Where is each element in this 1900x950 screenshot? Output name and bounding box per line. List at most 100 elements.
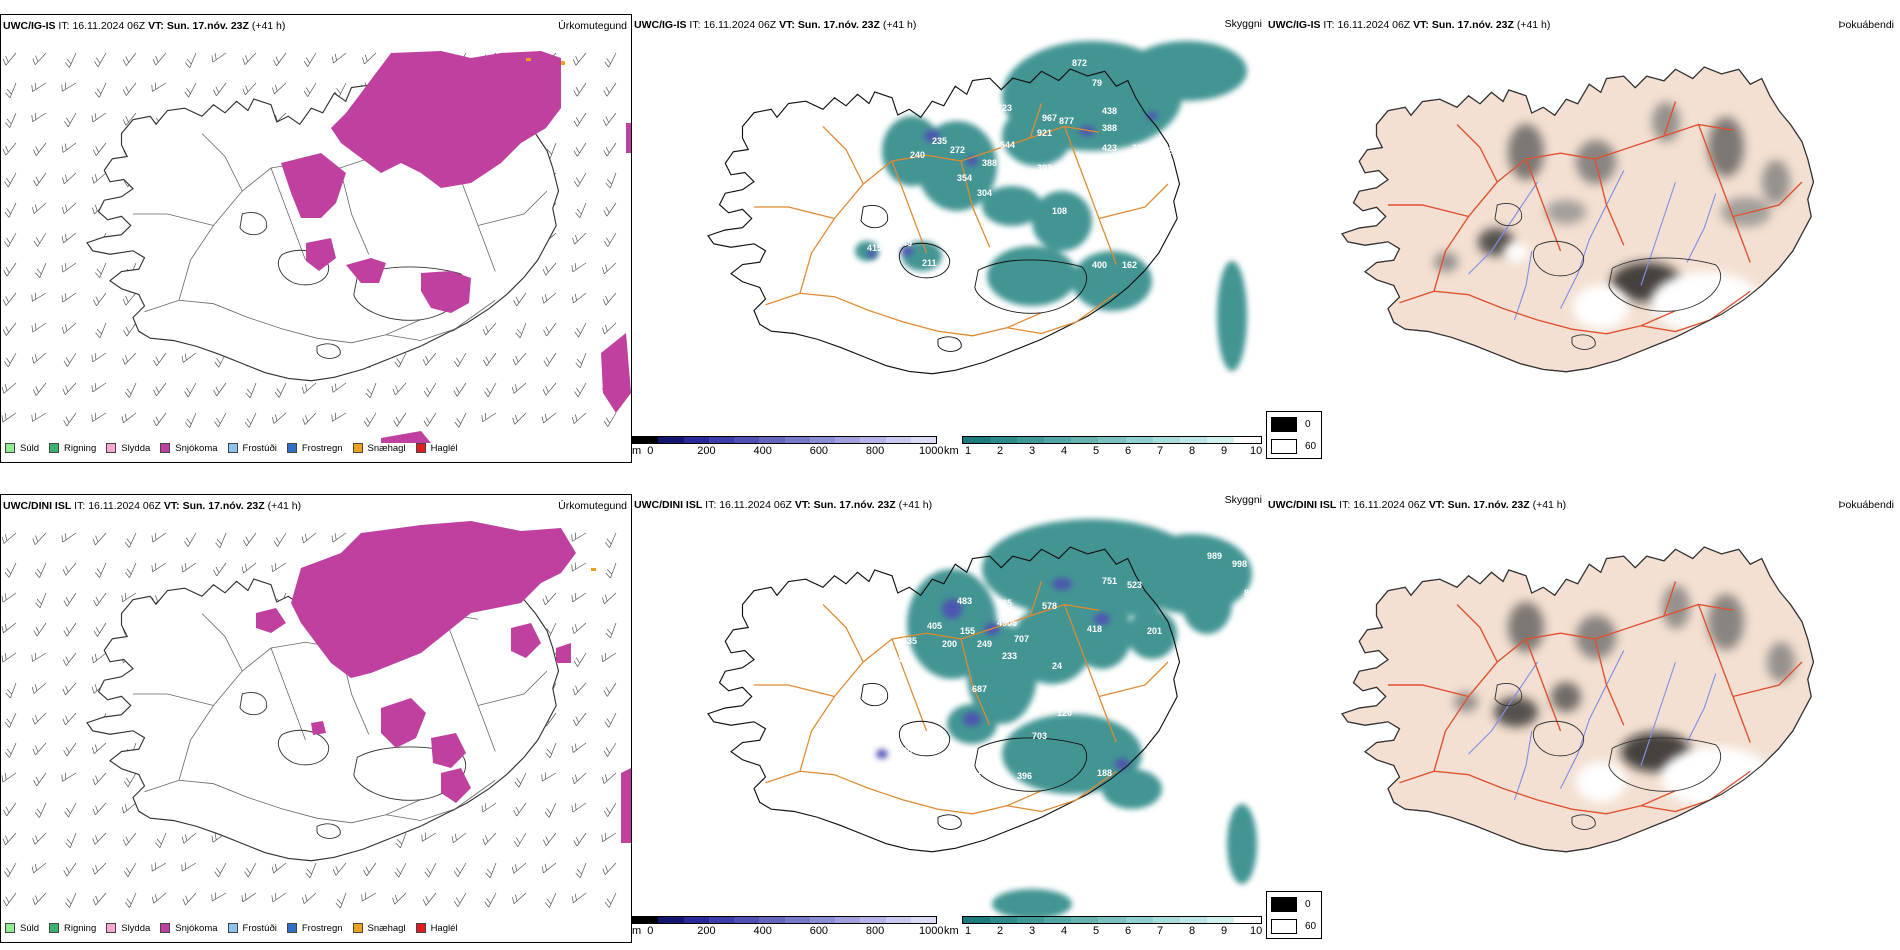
wind-barb [63, 890, 77, 908]
wind-barb [91, 289, 107, 307]
legend-swatch [286, 923, 297, 933]
colorbar-tick: 7 [1157, 925, 1164, 937]
wind-barb [3, 110, 17, 129]
wind-barb [569, 887, 587, 904]
colorbar-cell [708, 917, 734, 923]
visibility-colorbar: km 1 2 3 4 5 6 7 8 9 10 [944, 916, 1262, 938]
height-label: 400 [1092, 260, 1107, 270]
wind-barb [33, 800, 47, 818]
wind-barb [121, 48, 137, 67]
colorbar-tick: 800 [865, 925, 885, 937]
wind-barb [572, 379, 587, 398]
wind-barb [61, 409, 77, 427]
wind-barb [28, 287, 47, 302]
wind-barb [121, 78, 137, 96]
height-label: 233 [1167, 146, 1182, 156]
wind-barb [604, 560, 617, 579]
wind-barb [572, 649, 587, 667]
wind-barb [1, 799, 17, 817]
legend-label: Haglél [430, 922, 458, 934]
visibility-colorbar: km 1 2 3 4 5 6 7 8 9 10 [944, 436, 1262, 458]
height-label: 120 [1057, 708, 1072, 718]
height-label: 418 [1087, 624, 1102, 634]
wind-barb [148, 857, 167, 872]
colorbar-cell [910, 917, 936, 923]
wind-barb [30, 48, 47, 66]
height-label: 989 [1207, 551, 1222, 561]
colorbar-tick: 1000 [919, 925, 944, 937]
height-colorbar: m 0 200 400 600 800 1000 [632, 436, 944, 458]
colorbar-cell [1125, 917, 1153, 923]
colorbar-cell [1098, 917, 1126, 923]
wind-barb [32, 229, 47, 247]
height-label: 155 [960, 626, 975, 636]
wind-barb [1, 259, 17, 277]
wind-barb [541, 319, 557, 337]
wind-barb [418, 827, 437, 842]
cloud-base-map: 872 79 723 967 877 388 438 921 235 544 240 272 423 23… [707, 41, 1247, 375]
wind-barb [570, 48, 587, 66]
wind-barb [420, 348, 437, 366]
height-label: 233 [1002, 651, 1017, 661]
wind-barb [90, 828, 107, 845]
wind-barb [2, 859, 17, 878]
wind-barb [304, 860, 317, 879]
colorbar-tick: 8 [1189, 445, 1196, 457]
wind-barb [91, 138, 107, 156]
height-label: 49 [897, 654, 907, 664]
wind-barb [269, 78, 287, 95]
height-label: 235 [932, 136, 947, 146]
wind-barb [183, 50, 197, 69]
colorbar-cell [1071, 917, 1099, 923]
panel-title: UWC/IG-IS IT: 16.11.2024 06Z VT: Sun. 17… [1268, 19, 1551, 31]
legend-label: Frostregn [301, 922, 343, 934]
colorbar-tick: 6 [1125, 445, 1132, 457]
wind-barb [271, 49, 287, 67]
wind-barb [422, 379, 437, 398]
wind-barb [601, 139, 617, 157]
legend-item: Snjókoma [160, 443, 218, 454]
wind-barb [89, 347, 107, 363]
wind-barb [149, 888, 167, 904]
legend-swatch [49, 923, 60, 933]
colorbar-tick: 400 [753, 445, 772, 457]
colorbar-cell [885, 917, 911, 923]
wind-barb [1, 828, 17, 846]
precip-type-panel-top: UWC/IG-IS IT: 16.11.2024 06Z VT: Sun. 17… [0, 14, 632, 463]
wind-barb [361, 859, 377, 877]
height-label: 145 [897, 238, 912, 248]
height-label: 354 [957, 173, 972, 183]
colorbar-cell [633, 437, 659, 443]
colorbar-tick: 0 [647, 445, 654, 457]
wind-barb [1, 138, 17, 156]
wind-barb [602, 739, 617, 757]
wind-barb [242, 859, 257, 878]
wind-barb [211, 559, 227, 577]
wind-barb [391, 409, 407, 427]
legend-label: Frostúði [242, 922, 277, 934]
wind-barb [452, 349, 467, 368]
wind-barb [539, 857, 557, 874]
wind-barb [362, 409, 377, 428]
height-label: 703 [1032, 731, 1047, 741]
wind-barb [1, 48, 17, 66]
legend-swatch [415, 923, 426, 933]
wind-barb [30, 888, 47, 906]
colorbar-tick: 3 [1028, 445, 1036, 457]
wind-barb [2, 169, 17, 188]
wind-barb [122, 859, 137, 878]
wind-barb [449, 827, 467, 844]
wind-barb [1, 767, 17, 783]
colorbar-tick: 2 [996, 445, 1004, 457]
wind-barb [599, 258, 617, 275]
wind-barb [88, 407, 107, 422]
colorbar-cell [708, 437, 734, 443]
legend-item: Slydda [106, 923, 150, 934]
height-label: 249 [977, 639, 992, 649]
wind-barb [30, 828, 47, 845]
wind-barb [571, 709, 587, 727]
wind-barb [570, 678, 587, 696]
wind-barb [541, 349, 557, 367]
height-label: 393 [1037, 163, 1052, 173]
precip-map [1, 47, 631, 443]
